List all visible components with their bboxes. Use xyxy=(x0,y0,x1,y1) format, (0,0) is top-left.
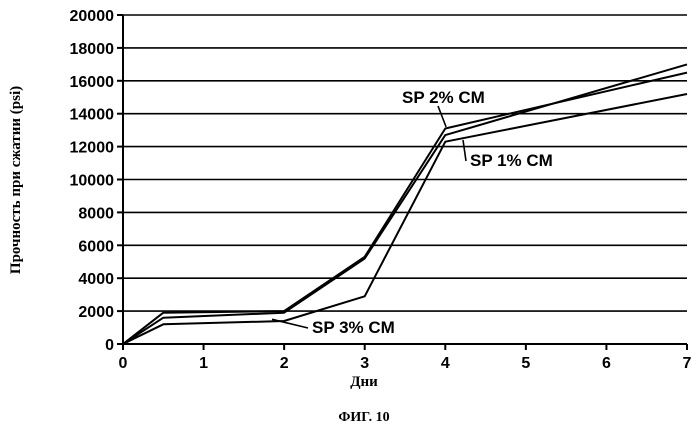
y-tick-label: 4000 xyxy=(78,271,114,288)
x-tick-label: 0 xyxy=(119,355,128,372)
y-tick-label: 2000 xyxy=(78,304,114,321)
y-tick-label: 14000 xyxy=(70,107,115,124)
x-tick-label: 5 xyxy=(521,355,530,372)
leader-line xyxy=(272,319,308,328)
y-tick-label: 0 xyxy=(105,337,114,354)
x-tick-label: 4 xyxy=(441,355,450,372)
y-tick-label: 12000 xyxy=(70,140,115,157)
leader-line xyxy=(463,140,466,161)
series-label: SP 3% CM xyxy=(312,318,395,337)
series-label: SP 1% CM xyxy=(470,151,553,170)
x-axis-label: Дни xyxy=(350,374,378,390)
y-tick-label: 20000 xyxy=(70,8,115,25)
x-tick-label: 1 xyxy=(199,355,208,372)
y-tick-label: 16000 xyxy=(70,74,115,91)
y-tick-label: 18000 xyxy=(70,41,115,58)
x-tick-label: 3 xyxy=(360,355,369,372)
y-axis-label: Прочность при сжатии (psi) xyxy=(8,86,24,274)
x-tick-labels: 0 1 2 3 4 5 6 7 xyxy=(119,344,692,372)
y-tick-label: 10000 xyxy=(70,173,115,190)
x-tick-label: 2 xyxy=(280,355,289,372)
series-line xyxy=(123,94,687,344)
y-tick-labels: 0 2000 4000 6000 8000 10000 12000 14000 16000 180… xyxy=(70,8,124,354)
y-tick-label: 8000 xyxy=(78,205,114,222)
x-tick-label: 7 xyxy=(683,355,692,372)
figure-caption: ФИГ. 10 xyxy=(338,410,389,425)
gridlines xyxy=(123,15,687,344)
leader-line xyxy=(438,106,446,127)
y-tick-label: 6000 xyxy=(78,238,114,255)
x-tick-label: 6 xyxy=(602,355,611,372)
series-label: SP 2% CM xyxy=(402,88,485,107)
